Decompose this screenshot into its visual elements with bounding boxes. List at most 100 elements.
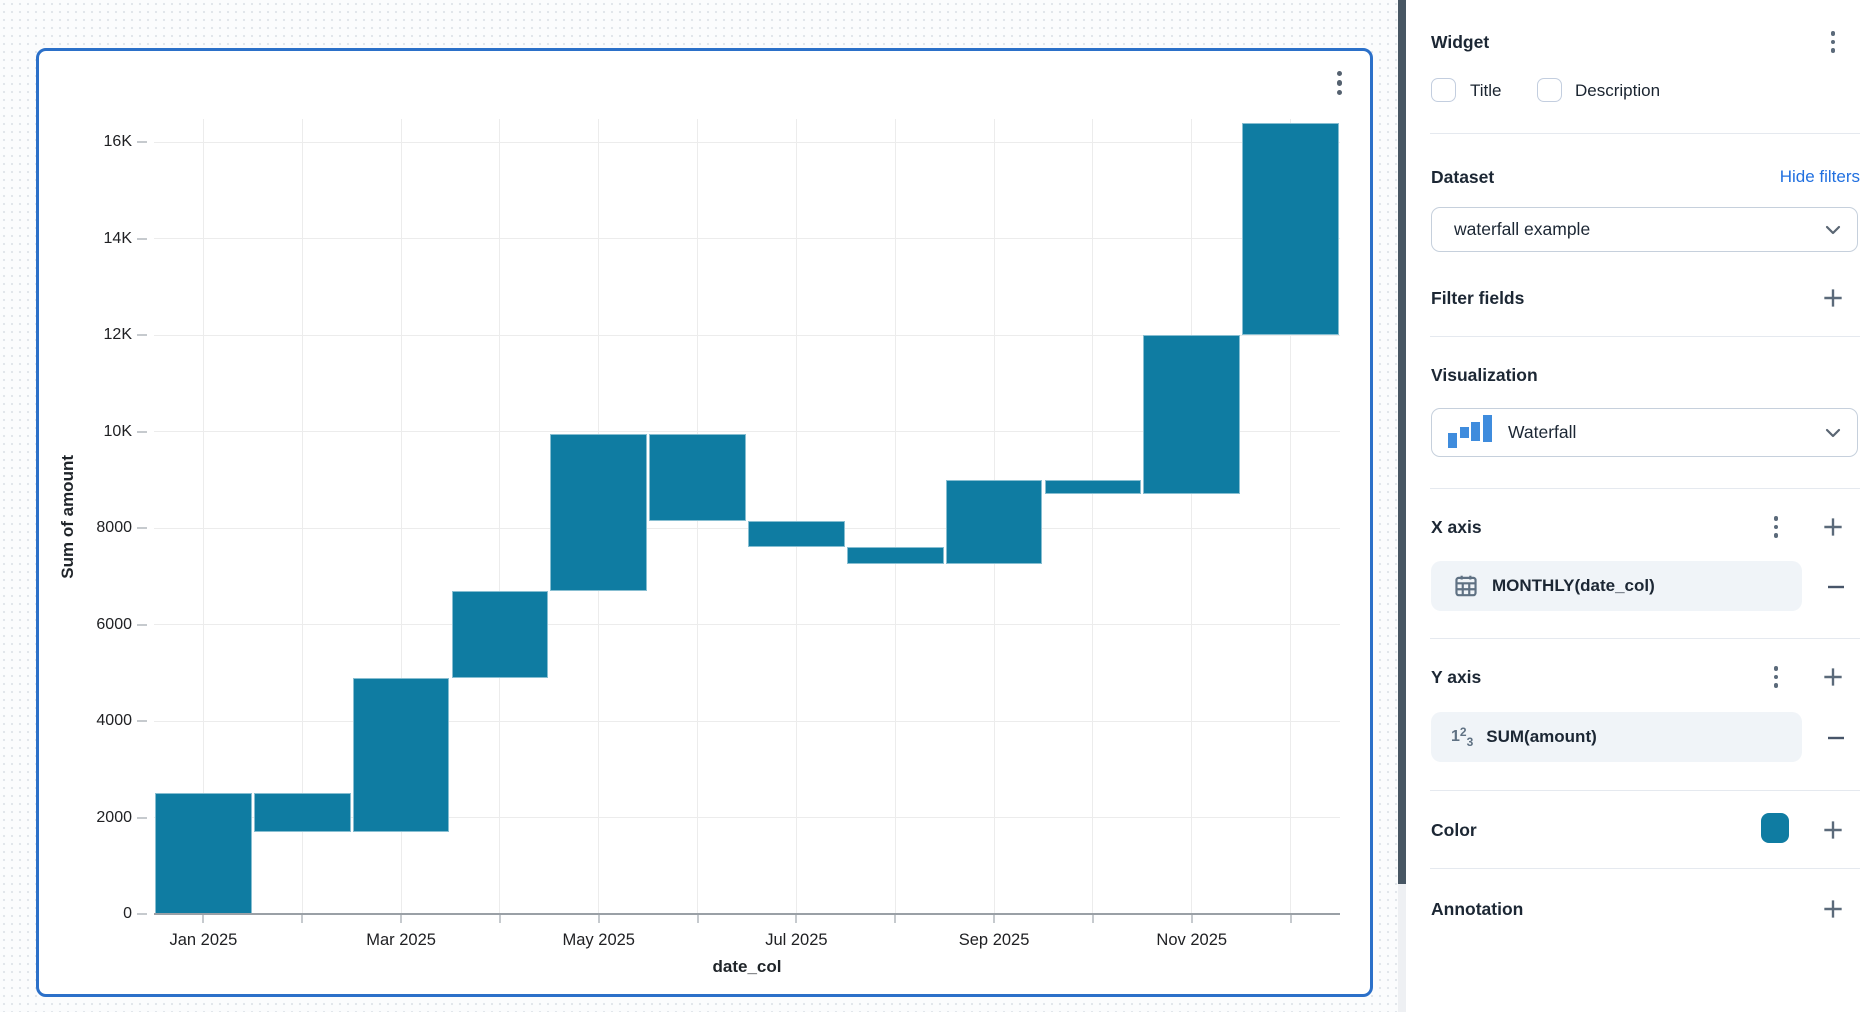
x-tick-label: Jul 2025	[765, 931, 828, 949]
y-tick-mark	[137, 237, 147, 240]
hide-filters-link[interactable]: Hide filters	[1779, 167, 1860, 186]
x-gridline	[1191, 119, 1193, 914]
y-gridline	[154, 817, 1340, 819]
waterfall-bar[interactable]	[748, 520, 845, 548]
x-gridline	[301, 119, 303, 914]
x-gridline	[795, 119, 797, 914]
y-tick-mark	[137, 913, 147, 915]
y-axis-kebab-menu-icon[interactable]	[1770, 663, 1782, 691]
x-tick-mark	[400, 915, 403, 923]
waterfall-bar[interactable]	[550, 434, 648, 591]
x-axis-line	[154, 913, 1340, 915]
y-tick-label: 12K	[103, 326, 132, 344]
x-tick-mark	[498, 915, 501, 923]
add-x-axis-field-button[interactable]	[1820, 514, 1846, 540]
waterfall-bar[interactable]	[253, 793, 351, 832]
x-tick-mark	[993, 915, 996, 923]
y-axis-section-label: Y axis	[1431, 667, 1482, 687]
x-gridline	[1290, 119, 1292, 914]
y-tick-mark	[137, 816, 147, 819]
chevron-down-icon	[1825, 225, 1841, 235]
add-color-rule-button[interactable]	[1820, 817, 1846, 843]
y-tick-mark	[137, 334, 147, 337]
dataset-section-label: Dataset	[1431, 167, 1495, 187]
chevron-down-icon	[1825, 428, 1841, 438]
plus-icon	[1824, 289, 1842, 307]
title-checkbox[interactable]	[1431, 78, 1456, 102]
x-axis-title: date_col	[712, 957, 782, 976]
panel-title: Widget	[1431, 32, 1490, 52]
filter-fields-label: Filter fields	[1431, 288, 1525, 308]
x-gridline	[202, 119, 204, 914]
divider	[1430, 638, 1860, 639]
waterfall-bar[interactable]	[649, 434, 746, 521]
panel-kebab-menu-icon[interactable]	[1827, 28, 1839, 56]
visualization-select-value: Waterfall	[1508, 422, 1577, 442]
x-tick-label: Jan 2025	[169, 931, 238, 949]
x-tick-mark	[696, 915, 699, 923]
y-tick-mark	[137, 720, 147, 723]
add-filter-field-button[interactable]	[1820, 285, 1846, 311]
y-tick-label: 6000	[96, 615, 132, 633]
visualization-select[interactable]: Waterfall	[1431, 408, 1858, 457]
y-tick-mark	[137, 623, 147, 626]
widget-config-panel: Widget Title Description Dataset Hide fi…	[1406, 0, 1864, 1012]
x-tick-mark	[202, 915, 205, 923]
number-123-icon: 1 2 3	[1451, 725, 1474, 749]
waterfall-bar[interactable]	[945, 479, 1043, 565]
y-tick-mark	[137, 141, 147, 144]
x-tick-mark	[1190, 915, 1193, 923]
x-tick-mark	[597, 915, 600, 923]
plus-icon	[1824, 900, 1842, 918]
waterfall-bar[interactable]	[846, 547, 944, 565]
x-axis-field-chip[interactable]: MONTHLY(date_col)	[1431, 561, 1802, 611]
y-tick-label: 16K	[103, 133, 132, 151]
dataset-select[interactable]: waterfall example	[1431, 207, 1858, 252]
y-tick-label: 2000	[96, 808, 132, 826]
waterfall-bar[interactable]	[1242, 122, 1339, 336]
waterfall-bar[interactable]	[352, 677, 450, 832]
panel-scrollbar-track	[1398, 0, 1406, 1012]
chart-widget-card[interactable]: Sum of amount date_col 0 2000 4000 6000 8000…	[36, 48, 1373, 997]
divider	[1430, 488, 1860, 489]
y-gridline	[154, 141, 1340, 143]
x-gridline	[1092, 119, 1094, 914]
visualization-label: Visualization	[1431, 365, 1538, 385]
description-checkbox[interactable]	[1537, 78, 1562, 102]
dataset-select-value: waterfall example	[1454, 219, 1591, 239]
remove-x-axis-field-button[interactable]	[1823, 574, 1849, 600]
y-tick-mark	[137, 430, 147, 433]
waterfall-bar[interactable]	[1143, 335, 1241, 495]
y-tick-label: 14K	[103, 229, 132, 247]
y-axis-field-chip[interactable]: 1 2 3 SUM(amount)	[1431, 712, 1802, 762]
panel-scrollbar-thumb[interactable]	[1398, 0, 1406, 884]
minus-icon	[1828, 736, 1844, 740]
x-tick-label: Sep 2025	[958, 931, 1030, 949]
waterfall-bar[interactable]	[155, 793, 252, 914]
x-axis-section-label: X axis	[1431, 517, 1482, 537]
y-gridline	[154, 431, 1340, 433]
divider	[1430, 336, 1860, 337]
y-gridline	[154, 334, 1340, 336]
remove-y-axis-field-button[interactable]	[1823, 725, 1849, 751]
y-tick-label: 0	[123, 905, 132, 922]
plot-area: Sum of amount date_col 0 2000 4000 6000 8000…	[58, 119, 1340, 976]
waterfall-bar[interactable]	[451, 590, 549, 678]
waterfall-bar[interactable]	[1044, 479, 1142, 495]
widget-kebab-menu-icon[interactable]	[1333, 67, 1346, 99]
add-annotation-button[interactable]	[1820, 896, 1846, 922]
add-y-axis-field-button[interactable]	[1820, 664, 1846, 690]
divider	[1430, 790, 1860, 791]
x-gridline	[894, 119, 896, 914]
title-checkbox-label: Title	[1470, 81, 1502, 100]
calendar-icon	[1453, 573, 1479, 599]
x-axis-kebab-menu-icon[interactable]	[1770, 513, 1782, 541]
x-tick-label: Nov 2025	[1156, 931, 1228, 949]
color-swatch[interactable]	[1761, 813, 1789, 843]
x-tick-mark	[301, 915, 304, 923]
plus-icon	[1824, 821, 1842, 839]
x-tick-mark	[795, 915, 798, 923]
y-gridline	[154, 624, 1340, 626]
y-tick-label: 4000	[96, 712, 132, 730]
